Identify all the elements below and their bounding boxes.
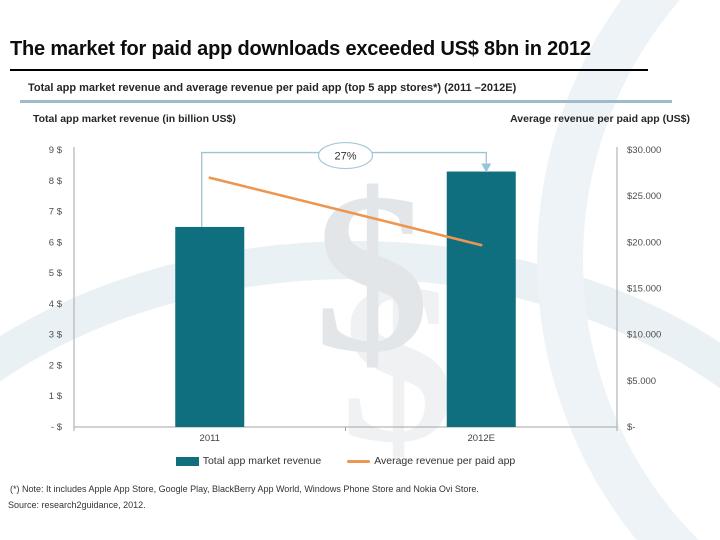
- swirl-arc-right: [537, 0, 699, 540]
- chart-subtitle: Total app market revenue and average rev…: [28, 82, 517, 94]
- arrow-down-icon: [481, 163, 492, 173]
- legend-item-line: Average revenue per paid app: [347, 455, 515, 467]
- left-axis-tick-label: 2 $: [49, 360, 63, 371]
- dollar-watermark: $: [315, 145, 430, 400]
- right-axis-tick-label: $30.000: [627, 145, 661, 156]
- chart-legend: Total app market revenue Average revenue…: [74, 452, 617, 470]
- left-axis-title: Total app market revenue (in billion US$…: [33, 113, 236, 125]
- left-axis-tick-label: 9 $: [49, 145, 63, 156]
- right-axis-title: Average revenue per paid app (US$): [510, 113, 690, 125]
- subtitle-underline: [20, 100, 672, 103]
- left-axis-tick-label: 4 $: [49, 299, 63, 310]
- legend-bar-swatch: [175, 456, 199, 466]
- footnote: (*) Note: It includes Apple App Store, G…: [10, 484, 479, 494]
- legend-item-bar: Total app market revenue: [175, 455, 322, 467]
- legend-line-swatch: [347, 459, 371, 463]
- slide-title: The market for paid app downloads exceed…: [10, 38, 591, 60]
- right-axis-tick-label: $25.000: [627, 191, 661, 202]
- left-axis-tick-label: 3 $: [49, 330, 63, 341]
- right-axis-tick-label: $5.000: [627, 376, 656, 387]
- bar-2012E: [446, 171, 516, 427]
- right-axis-tick-label: $-: [627, 422, 635, 433]
- source-note: Source: research2guidance, 2012.: [8, 500, 146, 510]
- right-axis-tick-label: $20.000: [627, 237, 661, 248]
- left-axis-tick-label: - $: [51, 422, 63, 433]
- left-axis-tick-label: 5 $: [49, 268, 63, 279]
- bar-2011: [175, 226, 245, 427]
- category-label-2012E: 2012E: [468, 433, 495, 444]
- category-label-2011: 2011: [200, 433, 220, 444]
- swirl-arc-upper: [0, 241, 720, 389]
- right-axis-tick-label: $15.000: [627, 284, 661, 295]
- dollar-watermark-shadow: $: [341, 235, 456, 490]
- right-axis-tick-label: $10.000: [627, 330, 661, 341]
- left-axis-tick-label: 7 $: [49, 207, 63, 218]
- trend-line: [208, 176, 483, 247]
- growth-badge: [317, 141, 374, 170]
- legend-bar-label: Total app market revenue: [202, 455, 322, 467]
- growth-badge-label: 27%: [334, 151, 356, 163]
- legend-line-label: Average revenue per paid app: [374, 455, 516, 467]
- left-axis-tick-label: 8 $: [49, 176, 63, 187]
- title-underline: [10, 69, 648, 71]
- left-axis-tick-label: 1 $: [49, 391, 63, 402]
- left-axis-tick-label: 6 $: [49, 237, 63, 248]
